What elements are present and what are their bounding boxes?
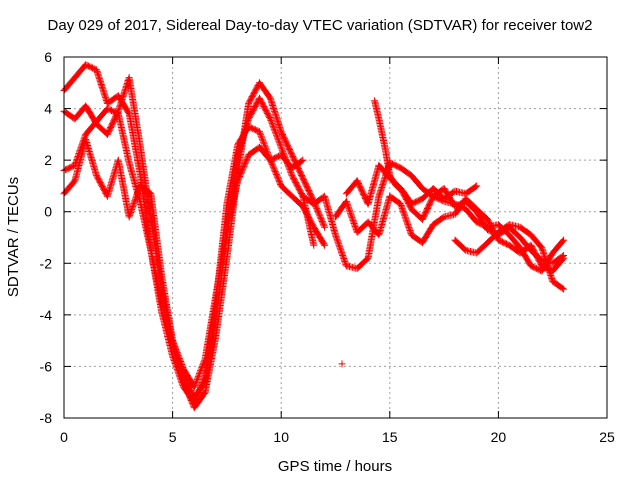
series-track-h xyxy=(371,97,481,208)
series-outlier xyxy=(338,360,346,368)
chart-title: Day 029 of 2017, Sidereal Day-to-day VTE… xyxy=(48,17,593,34)
x-tick-label: 15 xyxy=(382,429,398,445)
axis-ticks xyxy=(63,56,608,419)
x-tick-label: 10 xyxy=(273,429,289,445)
y-tick-label: -6 xyxy=(40,358,53,374)
x-tick-label: 0 xyxy=(60,429,68,445)
series-markers xyxy=(338,360,346,368)
y-tick-label: 6 xyxy=(44,49,52,65)
series-markers xyxy=(451,221,568,293)
series-track-i xyxy=(451,221,568,293)
series-markers xyxy=(332,192,568,275)
series-markers xyxy=(371,97,481,208)
y-tick-label: -4 xyxy=(40,307,53,323)
x-tick-label: 25 xyxy=(599,429,615,445)
plot-frame xyxy=(63,56,608,419)
y-axis-label: SDTVAR / TECUs xyxy=(5,177,22,297)
y-tick-label: 4 xyxy=(44,101,52,117)
x-tick-label: 5 xyxy=(169,429,177,445)
y-tick-label: 0 xyxy=(44,204,52,220)
y-tick-label: -8 xyxy=(40,410,53,426)
y-tick-label: 2 xyxy=(44,152,52,168)
x-tick-labels: 0 5 10 15 20 25 xyxy=(60,429,615,445)
x-axis-label: GPS time / hours xyxy=(278,458,392,475)
x-tick-label: 20 xyxy=(491,429,507,445)
series-track-g xyxy=(332,192,568,275)
y-tick-labels: -8 -6 -4 -2 0 2 4 6 xyxy=(40,49,53,426)
y-tick-label: -2 xyxy=(40,255,53,271)
